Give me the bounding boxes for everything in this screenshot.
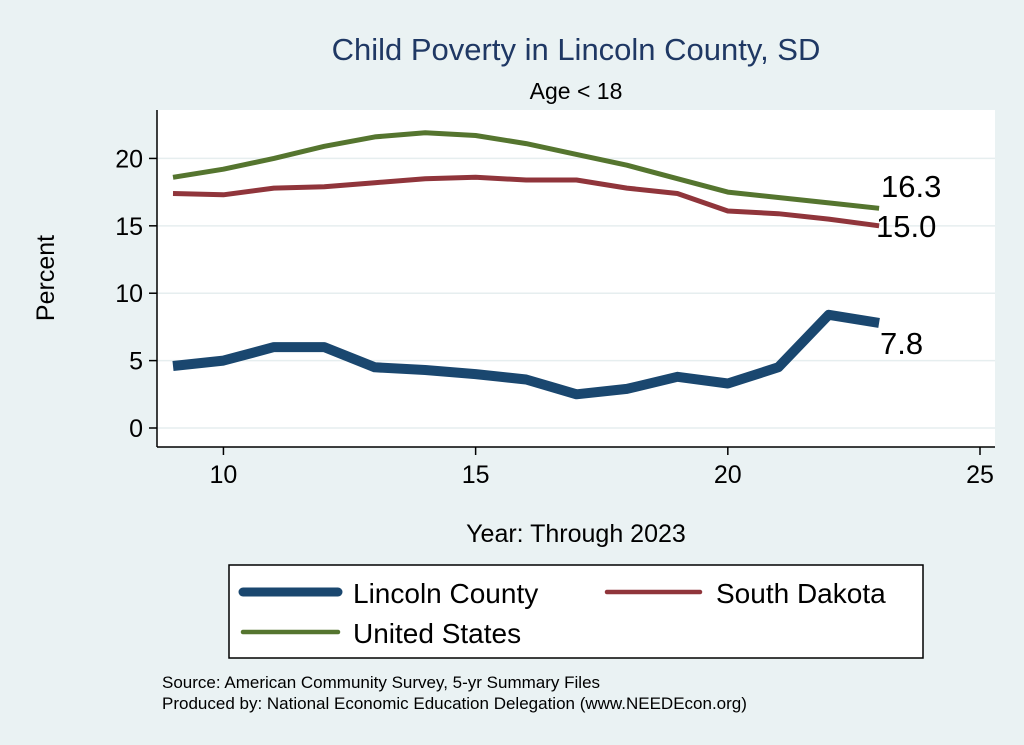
chart-title: Child Poverty in Lincoln County, SD [332, 32, 821, 67]
series-line-lincoln-county [172, 309, 880, 400]
legend-label-south-dakota: South Dakota [716, 578, 886, 609]
y-tick-label: 10 [115, 280, 143, 308]
source-note: Source: American Community Survey, 5-yr … [162, 673, 600, 692]
x-axis-title: Year: Through 2023 [466, 520, 686, 548]
producer-note: Produced by: National Economic Education… [162, 694, 747, 713]
end-label-south-dakota: 15.0 [876, 209, 936, 244]
y-tick-label: 5 [129, 348, 143, 376]
y-tick-label: 20 [115, 145, 143, 173]
x-tick-label: 10 [210, 461, 238, 489]
series-line-south-dakota [172, 174, 880, 229]
x-tick-label: 15 [462, 461, 490, 489]
y-tick-label: 0 [129, 415, 143, 443]
gridlines [157, 157, 995, 429]
x-tick-label: 20 [714, 461, 742, 489]
legend-label-lincoln-county: Lincoln County [353, 578, 538, 609]
legend-label-united-states: United States [353, 618, 521, 649]
end-label-lincoln-county: 7.8 [880, 326, 923, 361]
y-tick-label: 15 [115, 213, 143, 241]
y-axis-title: Percent [32, 235, 60, 321]
x-tick-label: 25 [966, 461, 994, 489]
series-line-united-states [172, 130, 880, 211]
end-label-united-states: 16.3 [881, 169, 941, 204]
chart-subtitle: Age < 18 [530, 78, 623, 104]
legend: Lincoln County South Dakota United State… [228, 564, 924, 659]
legend-box [228, 564, 924, 659]
